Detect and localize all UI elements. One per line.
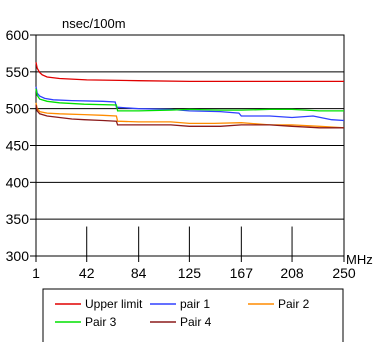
series-line-pair-3 — [35, 88, 344, 112]
x-tick-label: 42 — [79, 265, 95, 281]
x-tick-label: 1 — [32, 265, 40, 281]
x-tick-label: 250 — [332, 265, 356, 281]
series-line-upper-limit — [35, 62, 344, 83]
y-tick-label: 550 — [6, 64, 30, 80]
series-lines — [35, 62, 345, 129]
y-axis-ticks: 300 350 400 450 500 550 600 — [6, 27, 36, 264]
y-axis-unit-label: nsec/100m — [62, 16, 126, 31]
legend-label: Pair 4 — [180, 315, 212, 329]
x-tick-label: 84 — [131, 265, 147, 281]
legend-box — [42, 288, 344, 342]
y-tick-label: 400 — [6, 174, 30, 190]
x-axis-unit-label: MHz — [346, 252, 373, 267]
legend-label: Upper limit — [85, 297, 143, 311]
y-tick-label: 300 — [6, 248, 30, 264]
y-tick-label: 350 — [6, 211, 30, 227]
legend-label: pair 1 — [180, 297, 210, 311]
gridlines — [36, 71, 344, 256]
x-tick-label: 208 — [280, 265, 304, 281]
legend-label: Pair 3 — [85, 315, 117, 329]
x-tick-label: 125 — [178, 265, 202, 281]
y-tick-label: 600 — [6, 27, 30, 43]
y-tick-label: 450 — [6, 138, 30, 154]
legend: Upper limit pair 1 Pair 2 Pair 3 Pair 4 — [55, 297, 310, 329]
series-line-pair-1 — [35, 86, 345, 122]
series-line-pair-4 — [35, 104, 344, 129]
x-tick-label: 167 — [230, 265, 254, 281]
x-axis-ticks: 1 42 84 125 167 208 250 — [32, 256, 356, 281]
legend-label: Pair 2 — [278, 297, 310, 311]
y-tick-label: 500 — [6, 101, 30, 117]
